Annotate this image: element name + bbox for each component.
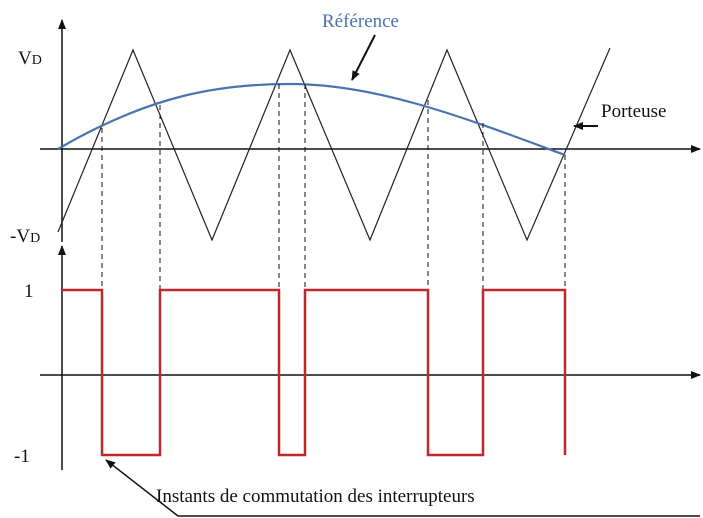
reference-label: Référence bbox=[322, 11, 399, 32]
reference-arrow bbox=[351, 34, 376, 81]
level-one-label: 1 bbox=[24, 281, 34, 302]
level-minus-one-label: -1 bbox=[14, 446, 30, 467]
minus-vd-label: -VD bbox=[10, 226, 40, 247]
caption-arrow bbox=[105, 459, 700, 517]
caption: Instants de commutation des interrupteur… bbox=[156, 486, 475, 507]
reference-wave bbox=[57, 82, 566, 157]
pwm-signal bbox=[62, 288, 567, 457]
switching-projections bbox=[101, 84, 566, 290]
carrier-label: Porteuse bbox=[601, 101, 666, 122]
carrier-wave bbox=[57, 47, 611, 242]
vd-label: VD bbox=[18, 48, 42, 69]
